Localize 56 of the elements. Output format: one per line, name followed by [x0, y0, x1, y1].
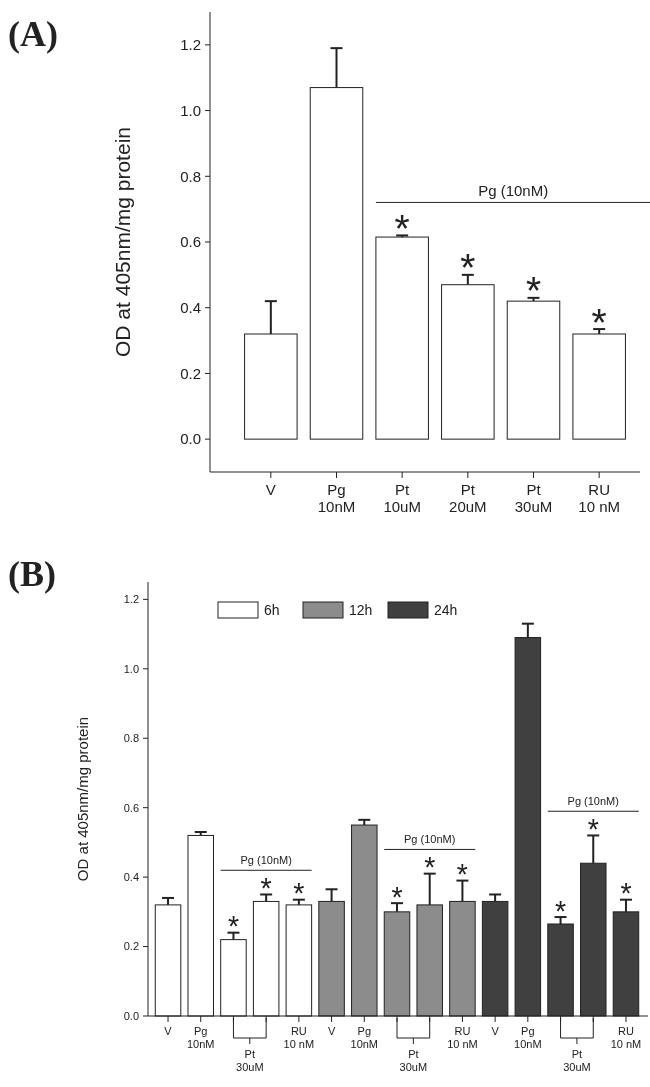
- data-label: *: [456, 858, 468, 891]
- x-tick-label: V: [491, 1025, 500, 1037]
- x-tick-label: RU 10 nM: [447, 1025, 478, 1050]
- text: Pt 30uM: [563, 1048, 591, 1073]
- y-axis-title: OD at 405nm/mg protein: [74, 716, 91, 882]
- y-tick-label: 1.0: [180, 101, 201, 119]
- y-tick-label: 0.8: [180, 167, 201, 185]
- annotation: Pg (10nM): [478, 182, 549, 200]
- y-axis-title: OD at 405nm/mg protein: [111, 127, 134, 357]
- y-tick-label: 0.6: [180, 233, 201, 251]
- text: Pt 30uM: [399, 1048, 428, 1073]
- x-tick-label: RU 10 nM: [610, 1025, 642, 1050]
- y-tick-label: 0.2: [180, 364, 201, 382]
- data-label: *: [424, 851, 436, 884]
- data-label: *: [394, 206, 410, 250]
- y-tick-label: 0.4: [123, 870, 139, 883]
- x-tick-label: Pg 10nM: [350, 1025, 379, 1050]
- y-tick-label: 0.0: [123, 1009, 139, 1022]
- annotation: Pg (10nM): [567, 795, 619, 808]
- data-label: *: [554, 894, 567, 927]
- legend-label: 6h: [264, 601, 280, 618]
- data-label: *: [227, 910, 240, 943]
- legend-label: 24h: [434, 601, 458, 618]
- data-label: *: [460, 246, 476, 290]
- annotation: Pg (10nM): [240, 854, 292, 867]
- legend-label: 12h: [349, 601, 373, 618]
- y-tick-label: 0.0: [180, 430, 201, 448]
- data-label: *: [587, 813, 599, 846]
- y-tick-label: 0.6: [123, 801, 139, 814]
- x-tick-label: Pg 10nM: [317, 481, 356, 516]
- annotation: Pg (10nM): [404, 833, 456, 846]
- data-label: *: [591, 300, 607, 344]
- y-tick-label: 1.2: [180, 36, 201, 54]
- x-tick-label: Pt 30uM: [514, 481, 553, 516]
- x-tick-label: V: [265, 481, 276, 498]
- x-tick-label: Pg 10nM: [514, 1025, 542, 1050]
- data-label: *: [391, 880, 403, 913]
- chart-title: (A): [8, 14, 58, 54]
- text: Pt 30uM: [236, 1048, 264, 1073]
- x-tick-label: Pt 20uM: [449, 481, 487, 516]
- y-tick-label: 0.4: [180, 298, 201, 316]
- x-tick-label: V: [164, 1025, 173, 1037]
- x-tick-label: Pg 10nM: [186, 1025, 215, 1050]
- y-tick-label: 1.0: [123, 662, 139, 675]
- y-tick-label: 0.2: [123, 940, 139, 953]
- data-label: *: [525, 269, 542, 313]
- x-tick-label: V: [327, 1025, 336, 1037]
- x-tick-label: RU 10 nM: [578, 481, 621, 516]
- data-label: *: [260, 872, 272, 905]
- y-tick-label: 0.8: [123, 732, 139, 745]
- data-label: *: [293, 877, 305, 910]
- chart-title: (B): [8, 554, 56, 594]
- x-tick-label: RU 10 nM: [283, 1025, 315, 1050]
- y-tick-label: 1.2: [123, 593, 139, 606]
- x-tick-label: Pt 10uM: [383, 481, 421, 516]
- data-label: *: [620, 877, 632, 910]
